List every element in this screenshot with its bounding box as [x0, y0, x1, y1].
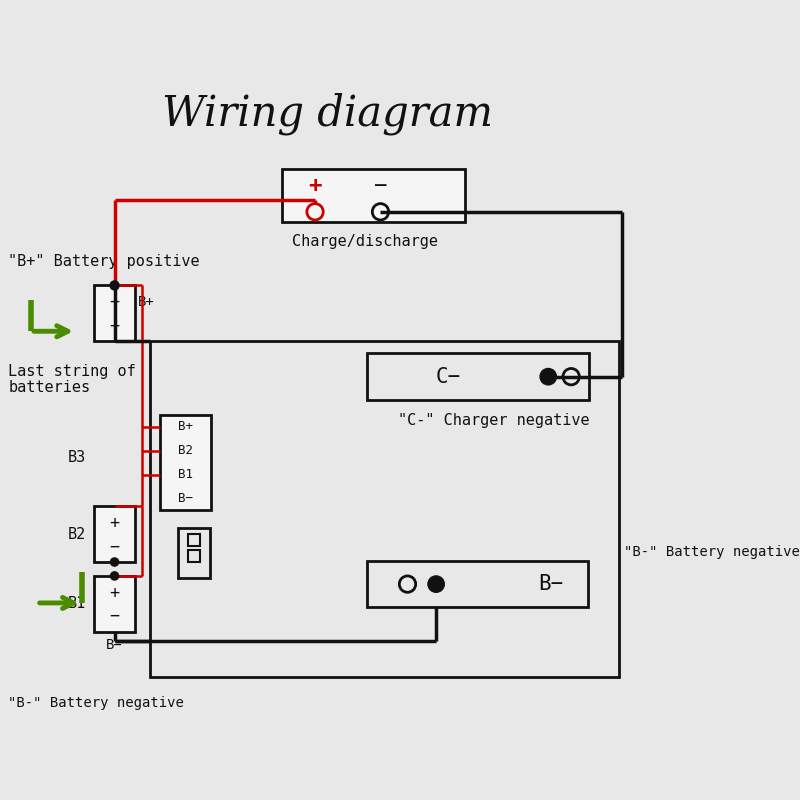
Text: Wiring diagram: Wiring diagram	[162, 92, 493, 135]
Circle shape	[540, 369, 557, 385]
Text: +: +	[110, 293, 119, 311]
Circle shape	[110, 281, 119, 290]
Text: "B-" Battery negative: "B-" Battery negative	[624, 545, 800, 559]
Text: −: −	[110, 607, 119, 625]
Text: Charge/discharge: Charge/discharge	[292, 234, 438, 249]
Bar	[188, 534, 200, 546]
Text: B−: B−	[178, 492, 194, 505]
Bar	[366, 561, 587, 607]
Bar	[282, 170, 465, 222]
Text: B3: B3	[68, 450, 86, 465]
Bar	[94, 576, 135, 631]
Bar	[94, 506, 135, 562]
Text: −: −	[110, 317, 119, 334]
Text: C−: C−	[436, 366, 461, 386]
Text: +: +	[110, 514, 119, 532]
Text: "C-" Charger negative: "C-" Charger negative	[398, 413, 590, 428]
Text: B−: B−	[106, 638, 123, 652]
Text: B+: B+	[138, 295, 155, 309]
Text: −: −	[110, 538, 119, 555]
Text: B2: B2	[68, 526, 86, 542]
Text: Last string of: Last string of	[8, 364, 136, 379]
Text: B+: B+	[178, 420, 194, 433]
Bar	[94, 286, 135, 341]
Text: "B+" Battery positive: "B+" Battery positive	[8, 254, 200, 270]
Text: batteries: batteries	[8, 380, 90, 395]
Circle shape	[110, 572, 118, 580]
Bar	[178, 528, 210, 578]
Circle shape	[428, 576, 444, 592]
Text: −: −	[374, 176, 387, 196]
Text: B1: B1	[68, 596, 86, 611]
Text: +: +	[110, 584, 119, 602]
Text: B2: B2	[178, 444, 194, 457]
Text: B1: B1	[178, 468, 194, 481]
Circle shape	[110, 558, 118, 566]
Text: "B-" Battery negative: "B-" Battery negative	[8, 696, 184, 710]
Bar	[188, 550, 200, 562]
Bar	[150, 341, 619, 677]
Text: B−: B−	[538, 574, 563, 594]
Bar	[160, 414, 211, 510]
Bar	[366, 354, 589, 400]
Text: +: +	[308, 176, 322, 196]
